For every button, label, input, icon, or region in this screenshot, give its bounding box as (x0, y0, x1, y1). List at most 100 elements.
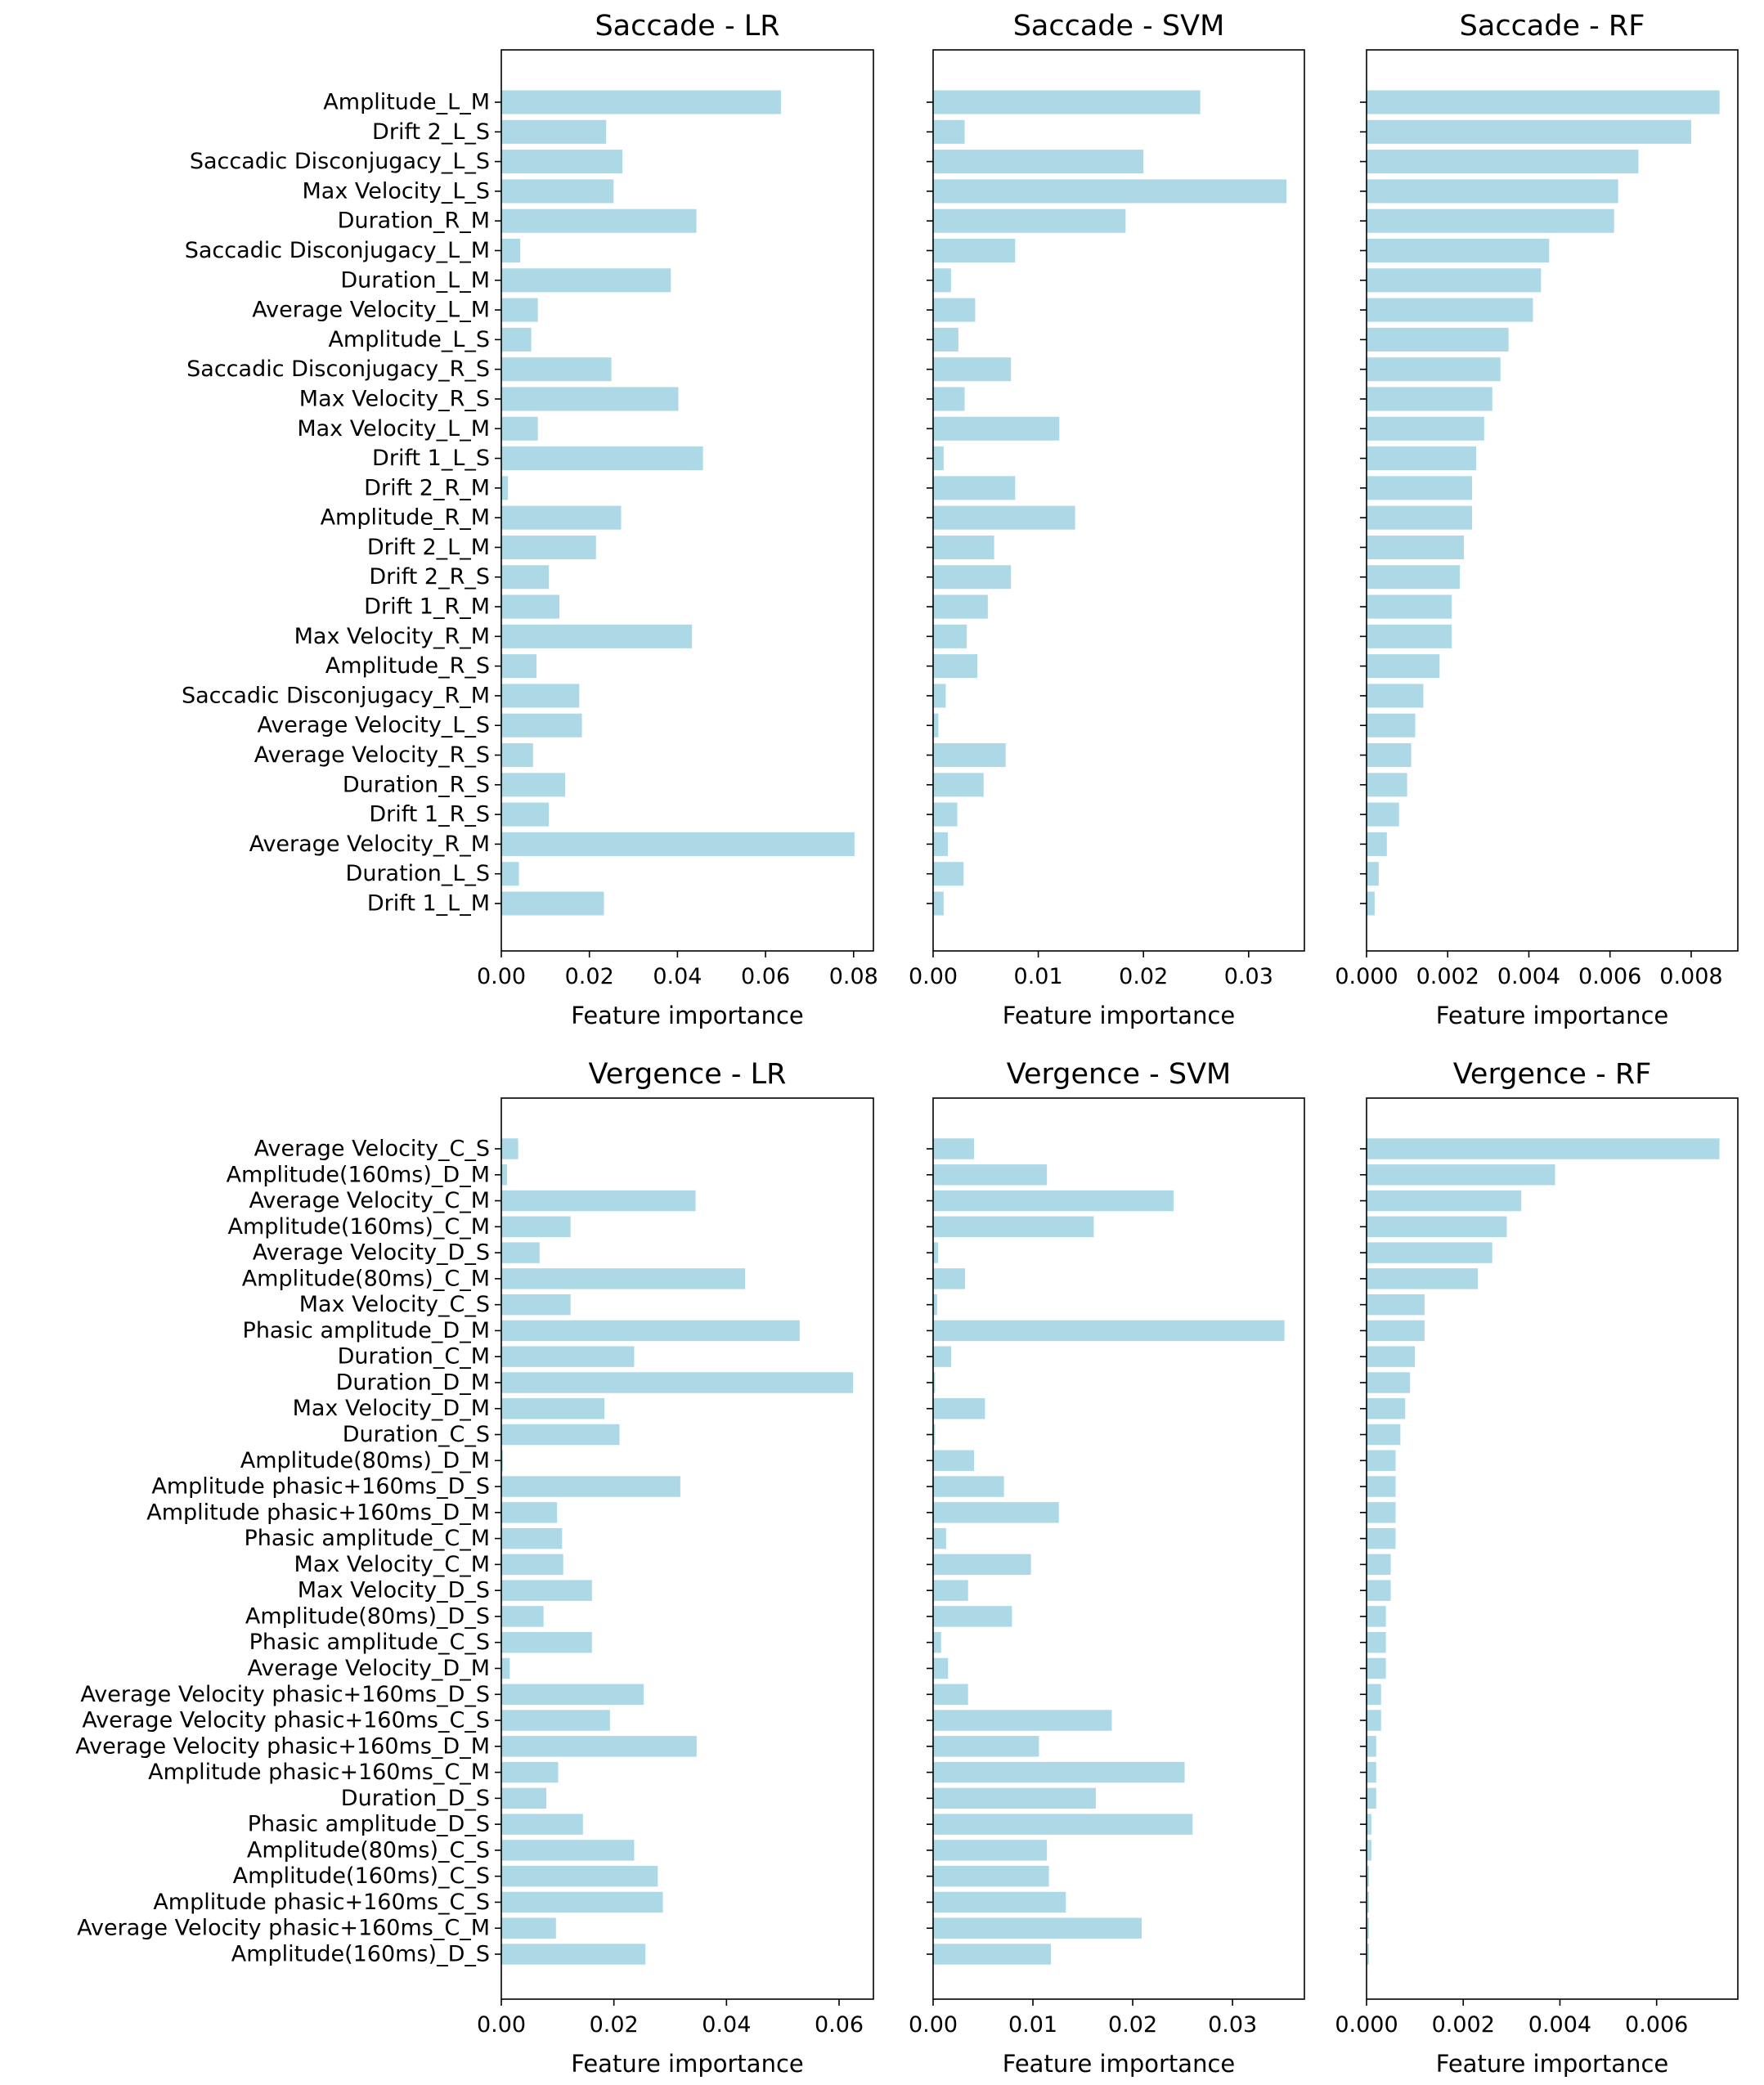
bar (501, 150, 623, 174)
bar (501, 1372, 854, 1393)
bar (501, 268, 671, 293)
bar (501, 891, 604, 916)
bar (501, 416, 538, 441)
bar (1367, 1787, 1376, 1809)
bar (1367, 1865, 1369, 1887)
x-axis-label: Feature importance (1003, 1002, 1236, 1029)
bar (933, 862, 964, 886)
bar (933, 684, 946, 708)
x-tick-label: 0.004 (1497, 964, 1560, 989)
y-tick-label: Amplitude phasic+160ms_C_M (148, 1760, 490, 1785)
y-tick-label: Amplitude_R_M (321, 505, 490, 531)
y-tick-label: Average Velocity phasic+160ms_C_M (77, 1916, 490, 1941)
bar (501, 862, 519, 886)
bar (1367, 1580, 1391, 1601)
bar (501, 1632, 592, 1653)
y-tick-label: Amplitude(160ms)_D_M (227, 1162, 490, 1187)
chart-panel-5: 0.00 0.01 0.02 0.03 Feature importance Vergen… (909, 1058, 1305, 2078)
bar (1367, 1527, 1396, 1549)
bar (1367, 90, 1720, 114)
chart-title: Vergence - LR (589, 1058, 787, 1091)
y-tick-label: Saccadic Disconjugacy_L_S (190, 149, 490, 174)
bar (933, 1294, 937, 1316)
axes-frame (1366, 1097, 1739, 2000)
chart-panel-4: Average Velocity_C_SAmplitude(160ms)_D_M… (75, 1058, 874, 2078)
bar (1367, 1736, 1376, 1757)
bar (1367, 624, 1452, 648)
bar (501, 832, 855, 856)
bar (501, 1138, 518, 1159)
bar (501, 1346, 635, 1367)
bar (1367, 773, 1407, 797)
bar (1367, 1450, 1396, 1471)
y-tick-label: Amplitude_L_S (328, 327, 490, 352)
bar (501, 713, 582, 738)
bar (933, 357, 1012, 382)
y-tick-label: Duration_D_S (341, 1786, 490, 1811)
bar (501, 179, 614, 204)
bar (933, 891, 944, 916)
bar (1367, 476, 1473, 500)
bar (501, 208, 697, 233)
bar (1367, 1632, 1386, 1653)
y-tick-label: Amplitude(80ms)_C_S (247, 1837, 490, 1863)
y-tick-label: Max Velocity_C_S (299, 1292, 490, 1317)
bar (933, 1450, 975, 1471)
bar (933, 1424, 936, 1446)
bar (1367, 1502, 1396, 1523)
bar (933, 1320, 1285, 1342)
bar (933, 1840, 1048, 1861)
chart-title: Saccade - RF (1460, 10, 1645, 43)
chart-panel-2: 0.00 0.01 0.02 0.03 Feature importance Saccad… (909, 10, 1305, 1029)
bar (501, 1424, 620, 1446)
bar (1367, 416, 1484, 441)
y-tick-label: Drift 2_L_M (367, 535, 490, 560)
bar (501, 1944, 646, 1965)
y-tick-label: Average Velocity_L_S (257, 713, 490, 738)
y-tick-label: Amplitude phasic+160ms_D_S (151, 1474, 490, 1500)
bar (933, 1580, 968, 1601)
y-tick-label: Saccadic Disconjugacy_R_S (186, 356, 490, 382)
bar (933, 1242, 939, 1263)
bar (1367, 327, 1509, 352)
bar (501, 1268, 746, 1289)
y-tick-label: Average Velocity_R_S (254, 742, 490, 768)
bar (501, 1320, 800, 1342)
bar (933, 1944, 1052, 1965)
bar (1367, 1840, 1371, 1861)
bar (1367, 1320, 1425, 1342)
bar (1367, 1606, 1386, 1627)
bar (933, 1606, 1012, 1627)
bar (933, 654, 978, 679)
bar (1367, 1268, 1478, 1289)
bar (501, 1840, 635, 1861)
bar (933, 505, 1075, 530)
bar (933, 1268, 966, 1289)
bar (501, 1736, 697, 1757)
y-tick-label: Amplitude(160ms)_C_M (228, 1214, 490, 1240)
bar (1367, 119, 1691, 144)
x-tick-label: 0.03 (1208, 2012, 1257, 2038)
bar (501, 1527, 563, 1549)
x-tick-label: 0.04 (653, 964, 702, 989)
bar (501, 654, 537, 679)
bar (933, 1632, 941, 1653)
x-tick-label: 0.06 (815, 2012, 864, 2038)
y-tick-label: Max Velocity_D_S (298, 1578, 490, 1603)
bar (1367, 1917, 1369, 1939)
bar (933, 90, 1201, 114)
chart-title: Vergence - RF (1453, 1058, 1652, 1091)
bar (933, 1917, 1142, 1939)
x-tick-label: 0.06 (741, 964, 790, 989)
bar (933, 1216, 1094, 1238)
y-tick-label: Duration_R_M (338, 208, 490, 234)
bar (501, 1814, 583, 1835)
bar (1367, 1891, 1369, 1913)
x-axis-label: Feature importance (571, 1002, 804, 1029)
bar (1367, 1944, 1369, 1965)
bar (1367, 832, 1387, 856)
x-tick-label: 0.04 (702, 2012, 751, 2038)
bar (501, 446, 703, 471)
bar (933, 1736, 1039, 1757)
